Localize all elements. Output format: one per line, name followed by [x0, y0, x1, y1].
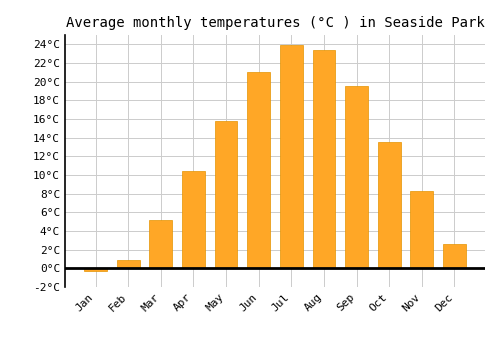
Bar [345, 86, 368, 268]
Bar [214, 121, 238, 268]
Bar [182, 171, 205, 268]
Bar [84, 268, 107, 271]
Bar [116, 260, 140, 268]
Title: Average monthly temperatures (°C ) in Seaside Park: Average monthly temperatures (°C ) in Se… [66, 16, 484, 30]
Bar [150, 220, 172, 268]
Bar [378, 142, 400, 268]
Bar [410, 191, 434, 268]
Bar [280, 45, 302, 268]
Bar [248, 72, 270, 268]
Bar [312, 50, 336, 268]
Bar [443, 244, 466, 268]
